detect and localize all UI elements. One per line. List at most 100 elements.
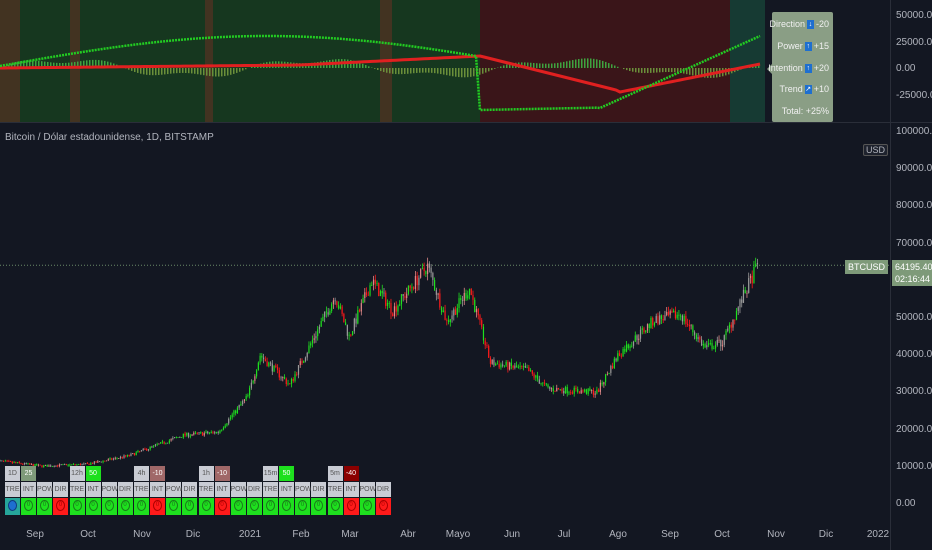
candle-body (104, 460, 106, 462)
candle-body (587, 388, 589, 394)
column-header: POW (295, 482, 312, 497)
candle-body (20, 463, 22, 464)
indicator-pane[interactable] (0, 0, 890, 122)
candle-body (161, 441, 163, 443)
candle-body (709, 343, 711, 344)
candle-body (386, 302, 389, 306)
candle-body (249, 387, 251, 396)
candle-body (1, 460, 3, 462)
candle-body (76, 464, 78, 466)
candle-body (611, 366, 614, 369)
candle-body (369, 285, 371, 296)
candle-body (107, 459, 109, 461)
candle-body (126, 454, 129, 457)
state-dot-icon: 0 (362, 500, 372, 511)
candle-body (481, 320, 483, 327)
histogram-bar (662, 68, 664, 73)
candle-body (461, 300, 464, 301)
candle-body (60, 464, 62, 466)
price-pane[interactable] (0, 123, 890, 523)
time-axis-label: Sep (661, 529, 679, 540)
candle-body (676, 314, 678, 319)
candle-body (9, 461, 12, 463)
candle-body (86, 463, 88, 464)
currency-button[interactable]: USD (862, 144, 888, 156)
histogram-bar (554, 63, 556, 68)
candle-body (81, 464, 83, 466)
timeframe-score: -10 (214, 466, 230, 481)
candle-body (123, 455, 125, 458)
candle-body (699, 337, 701, 340)
time-axis-label: Dic (818, 529, 834, 540)
candle-body (505, 361, 507, 366)
candle-body (327, 312, 329, 315)
candle-body (198, 432, 200, 434)
histogram-bar (356, 61, 358, 68)
histogram-bar (443, 68, 445, 75)
bearish-zone (480, 0, 730, 122)
candle-body (257, 362, 259, 371)
candle-body (690, 325, 692, 327)
state-cell-red: 0 (214, 498, 230, 515)
candle-body (589, 388, 591, 391)
candle-body (402, 294, 404, 296)
histogram-bar (32, 60, 34, 68)
state-cell-green: 0 (359, 498, 375, 515)
candle-body (397, 305, 399, 312)
histogram-bar (65, 62, 67, 68)
candle-body (493, 359, 495, 366)
histogram-bar (62, 62, 64, 68)
column-header: DIR (117, 482, 133, 497)
candle-body (755, 264, 757, 267)
histogram-bar (68, 62, 70, 68)
candle-body (732, 319, 734, 328)
column-header: DIR (311, 482, 326, 497)
histogram-bar (584, 58, 586, 68)
candle-body (582, 390, 584, 392)
candle-body (276, 367, 279, 371)
candle-body (91, 463, 94, 465)
state-cell-green: 0 (198, 498, 214, 515)
candle-body (74, 464, 76, 465)
candle-body (37, 464, 40, 466)
candle-body (153, 445, 155, 447)
state-dot-icon: 0 (201, 500, 211, 511)
histogram-bar (56, 62, 58, 68)
time-axis-label: Jun (503, 529, 521, 540)
histogram-bar (524, 62, 526, 68)
candle-body (242, 401, 244, 405)
histogram-bar (236, 68, 238, 73)
state-dot-icon: 0 (298, 500, 307, 511)
pane-separator[interactable] (0, 122, 932, 123)
time-axis-label: Feb (292, 529, 310, 540)
candle-body (598, 389, 600, 392)
candle-body (484, 340, 486, 346)
candle-body (102, 460, 104, 463)
candle-body (435, 290, 437, 295)
candle-body (313, 338, 315, 340)
candle-body (290, 379, 293, 384)
state-cell-green: 0 (263, 498, 278, 515)
candle-body (365, 292, 368, 295)
chart-title[interactable]: Bitcoin / Dólar estadounidense, 1D, BITS… (5, 132, 214, 143)
histogram-bar (14, 62, 16, 68)
histogram-bar (569, 60, 571, 68)
histogram-bar (632, 68, 634, 72)
candle-body (692, 325, 694, 333)
state-dot-icon: 0 (217, 500, 227, 511)
histogram-bar (131, 68, 133, 71)
candle-body (489, 357, 492, 364)
column-header: TRE (134, 482, 149, 497)
candle-body (149, 446, 151, 450)
candle-body (526, 367, 528, 369)
histogram-bar (698, 68, 700, 77)
price-axis-label: 100000.00 (896, 126, 932, 137)
candle-body (254, 376, 256, 381)
column-header: INT (343, 482, 359, 497)
candle-body (421, 267, 423, 269)
candle-body (400, 294, 403, 305)
histogram-bar (659, 68, 661, 73)
candle-body (245, 396, 247, 400)
candle-body (116, 457, 118, 459)
candle-body (652, 317, 654, 326)
